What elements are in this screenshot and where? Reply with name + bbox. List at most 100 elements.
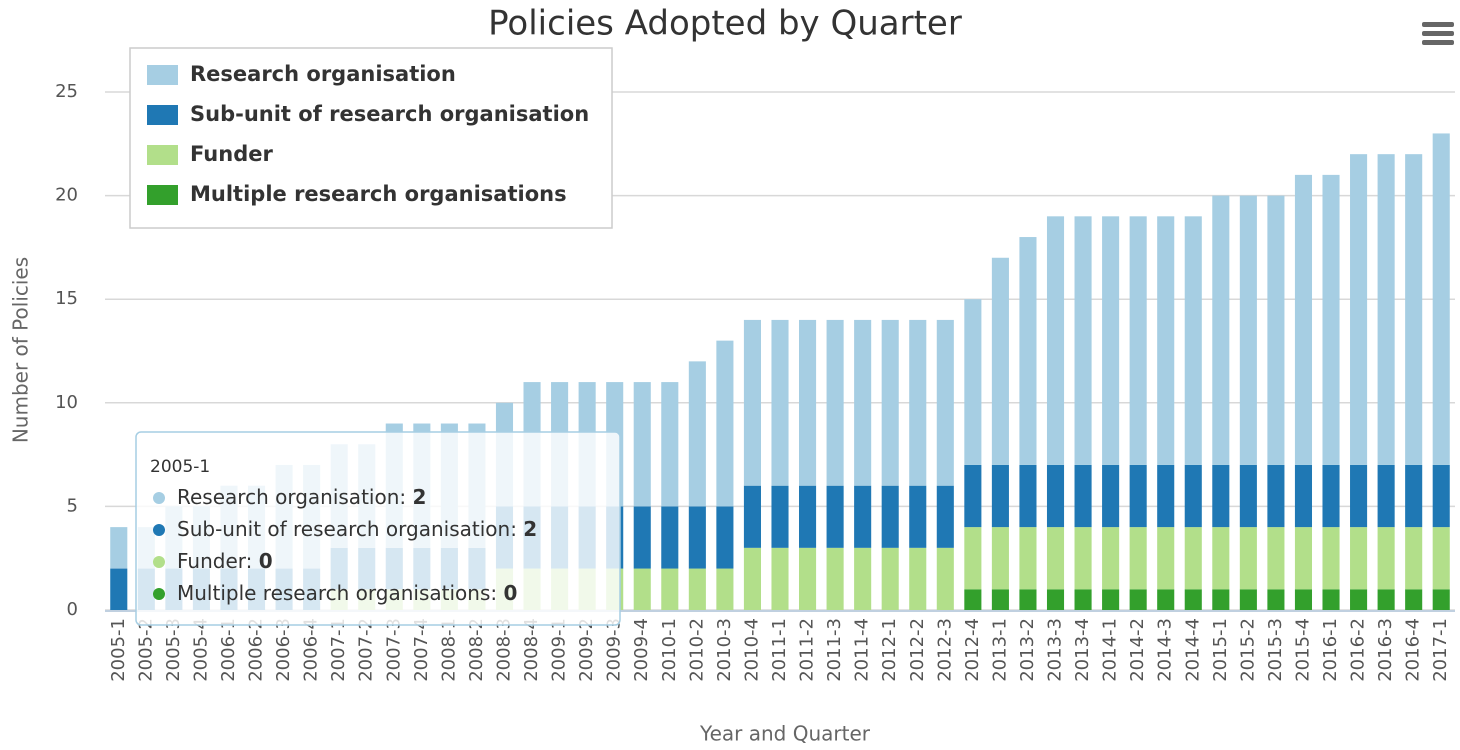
tooltip-dot: [153, 556, 165, 568]
tooltip-sep: :: [399, 485, 412, 509]
bar-segment: [909, 547, 927, 610]
x-tick-label: 2009-3: [604, 618, 625, 682]
bar-segment: [881, 547, 899, 610]
bar-segment: [964, 299, 982, 465]
menu-button[interactable]: [1422, 22, 1454, 45]
y-tick-label: 0: [67, 599, 78, 620]
bar-segment: [1046, 216, 1065, 465]
bar-segment: [1019, 464, 1037, 528]
bar-segment: [1184, 527, 1202, 590]
x-tick-label: 2006-1: [218, 618, 239, 682]
x-tick-label: 2008-3: [493, 618, 514, 682]
tooltip-dot: [153, 524, 165, 536]
x-tick-label: 2011-2: [797, 618, 818, 682]
bar-segment: [1350, 527, 1368, 590]
x-tick-label: 2007-1: [328, 618, 349, 682]
bar-segment: [854, 547, 872, 610]
bar-segment: [1184, 464, 1202, 528]
bar-segment: [1046, 527, 1065, 590]
tooltip-series: Research organisation: [177, 485, 399, 509]
y-axis-title: Number of Policies: [9, 257, 33, 443]
x-tick-label: 2014-2: [1127, 618, 1148, 682]
bar-segment: [1184, 216, 1202, 465]
y-tick-label: 15: [55, 288, 78, 309]
bar-segment: [1267, 527, 1285, 590]
legend-swatch: [147, 65, 178, 85]
x-tick-label: 2016-4: [1403, 618, 1424, 682]
legend-label: Research organisation: [190, 62, 456, 86]
bar-segment: [799, 319, 817, 486]
bar-segment: [110, 568, 128, 610]
legend-swatch: [147, 185, 178, 205]
bar-segment: [1267, 589, 1285, 610]
bar-segment: [1405, 154, 1423, 465]
bar-segment: [1212, 527, 1230, 590]
bar-segment: [1129, 527, 1147, 590]
bar-segment: [1239, 527, 1257, 590]
bar-segment: [881, 319, 899, 486]
y-tick-label: 20: [55, 185, 78, 206]
x-tick-label: 2017-1: [1430, 618, 1451, 682]
x-tick-label: 2013-3: [1045, 618, 1066, 682]
bar-segment: [1294, 174, 1313, 465]
x-tick-label: 2007-2: [356, 618, 377, 682]
bar-segment: [1019, 237, 1037, 465]
bar-segment: [936, 319, 954, 486]
tooltip-value: 0: [504, 581, 518, 605]
bar-segment: [661, 382, 679, 507]
x-tick-label: 2008-2: [466, 618, 487, 682]
x-tick-label: 2012-2: [907, 618, 928, 682]
bar-segment: [964, 527, 982, 590]
tooltip-line: Funder: 0: [177, 549, 273, 573]
bar-segment: [1432, 527, 1450, 590]
x-tick-label: 2011-3: [824, 618, 845, 682]
bar-segment: [1129, 589, 1147, 610]
x-tick-label: 2009-2: [576, 618, 597, 682]
tooltip-dot: [153, 588, 165, 600]
bar-segment: [633, 382, 651, 507]
tooltip-series: Sub-unit of research organisation: [177, 517, 510, 541]
menu-bar[interactable]: [1422, 40, 1454, 45]
bar-segment: [1405, 464, 1423, 528]
x-tick-label: 2008-1: [438, 618, 459, 682]
bar-segment: [799, 547, 817, 610]
x-tick-label: 2015-1: [1210, 618, 1231, 682]
bar-segment: [1294, 464, 1313, 528]
tooltip-line: Multiple research organisations: 0: [177, 581, 517, 605]
tooltip-series: Funder: [177, 549, 247, 573]
bar-segment: [1046, 589, 1065, 610]
bar-segment: [743, 319, 761, 486]
x-tick-label: 2005-2: [135, 618, 156, 682]
bar-segment: [633, 506, 651, 569]
bar-segment: [1267, 195, 1285, 465]
bar-segment: [771, 319, 789, 486]
bar-segment: [1322, 589, 1340, 610]
x-tick-label: 2010-4: [741, 618, 762, 682]
y-tick-label: 10: [55, 392, 78, 413]
bar-segment: [1102, 464, 1120, 528]
bar-segment: [799, 485, 817, 548]
tooltip-value: 0: [259, 549, 273, 573]
bar-segment: [1432, 133, 1450, 465]
bar-segment: [771, 485, 789, 548]
bar-segment: [633, 568, 651, 610]
x-tick-label: 2010-1: [659, 618, 680, 682]
bar-segment: [909, 485, 927, 548]
bar-segment: [909, 319, 927, 486]
x-tick-label: 2006-4: [301, 618, 322, 682]
x-tick-label: 2007-3: [383, 618, 404, 682]
bar-segment: [743, 485, 761, 548]
tooltip-dot: [153, 492, 165, 504]
bar-segment: [688, 361, 706, 507]
bar-segment: [1074, 589, 1092, 610]
bar-segment: [1157, 527, 1175, 590]
bar-segment: [1377, 154, 1395, 465]
bar-segment: [964, 464, 982, 528]
bar-segment: [771, 547, 789, 610]
tooltip-sep: :: [490, 581, 503, 605]
bar-segment: [1102, 589, 1120, 610]
menu-bar[interactable]: [1422, 22, 1454, 27]
menu-bar[interactable]: [1422, 31, 1454, 36]
bar-segment: [1129, 464, 1147, 528]
